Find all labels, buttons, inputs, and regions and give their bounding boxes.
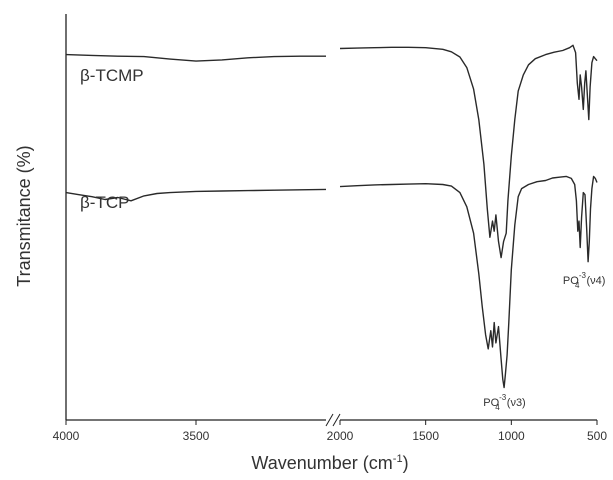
series-label-tcp: β-TCP <box>80 193 129 212</box>
axis-break-slash-1 <box>325 413 334 427</box>
axis-break-slash-2 <box>332 413 341 427</box>
annotation-v3-band-sup: -3 <box>499 393 507 402</box>
y-axis-title: Transmitance (%) <box>14 145 34 286</box>
axis-break-marker <box>325 413 341 427</box>
annotation-v4-band-base: PO <box>563 275 579 287</box>
axes <box>65 14 597 427</box>
annotations: PO-3 4 (ν3)PO-3 4 (ν4) <box>483 271 605 412</box>
x-tick-label-1000: 1000 <box>498 429 525 443</box>
series-tcp <box>65 175 598 389</box>
x-tick-label-1500: 1500 <box>412 429 439 443</box>
series-line-tcmp-left <box>65 53 326 62</box>
series-layer <box>65 44 598 389</box>
x-tick-label-4000: 4000 <box>53 429 80 443</box>
annotation-v3-band-base: PO <box>483 397 499 409</box>
annotation-v4-band-sup: -3 <box>579 271 587 280</box>
series-label-tcmp: β-TCMP <box>80 66 144 85</box>
x-tick-label-2000: 2000 <box>327 429 354 443</box>
x-ticks: 4000 3500 2000 1500 1000 500 <box>53 420 607 443</box>
x-axis-title: Wavenumber (cm-1) <box>251 453 408 473</box>
x-axis-title-sup: -1 <box>393 453 403 465</box>
series-line-tcp-left <box>65 188 327 202</box>
series-labels: β-TCMP β-TCP <box>80 66 144 212</box>
series-line-tcmp-right <box>339 44 598 259</box>
annotation-v4-band-sub: 4 <box>575 281 580 290</box>
x-axis-title-end: ) <box>403 453 409 473</box>
annotation-v3-band: PO-3 4 (ν3) <box>483 393 525 412</box>
x-tick-label-3500: 3500 <box>183 429 210 443</box>
annotation-v3-band-suffix: (ν3) <box>504 397 526 409</box>
annotation-v3-band-sub: 4 <box>495 403 500 412</box>
annotation-v4-band: PO-3 4 (ν4) <box>563 271 605 290</box>
series-line-tcp-right <box>339 175 598 389</box>
series-tcmp <box>65 44 598 259</box>
x-tick-label-500: 500 <box>587 429 607 443</box>
annotation-v4-band-suffix: (ν4) <box>583 275 605 287</box>
x-axis-title-main: Wavenumber (cm <box>251 453 392 473</box>
